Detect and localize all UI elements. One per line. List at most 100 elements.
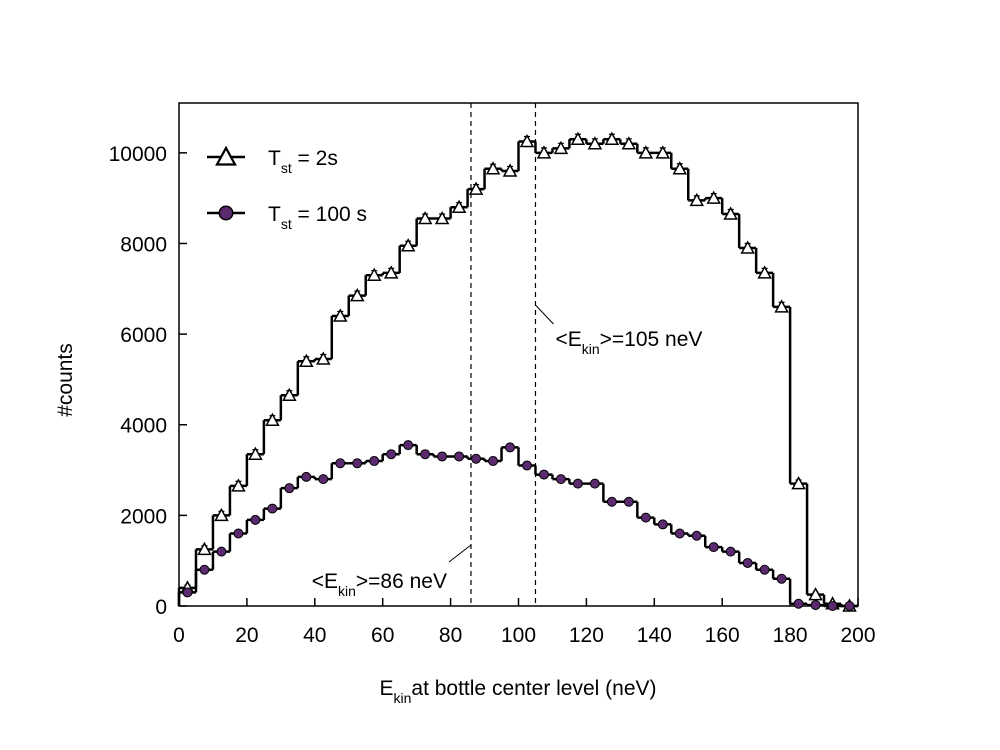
label: Tst = 2s [268,147,338,176]
label-sub: st [281,160,292,176]
x-tick-label: 140 [637,624,672,647]
marker [282,387,297,402]
marker [299,353,314,368]
label-part: = 100 s [292,203,367,226]
marker [757,265,772,279]
label-sub: kin [338,583,356,599]
marker [725,546,736,557]
marker [638,145,654,159]
y-tick-label: 2000 [120,505,167,528]
marker [182,587,193,598]
marker [742,557,753,568]
marker [488,455,499,466]
marker [386,449,397,460]
marker [199,564,210,575]
x-tick-label: 0 [173,624,185,647]
marker [587,136,603,150]
marker [197,541,212,556]
marker [352,458,363,469]
marker [332,308,348,322]
marker [366,267,382,281]
x-tick-label: 160 [705,624,740,647]
marker [810,600,821,611]
label: <Ekin>=86 neV [312,570,447,599]
marker [316,351,331,365]
label-part: <E [555,328,581,351]
marker [759,564,770,575]
marker [674,528,685,539]
marker [808,587,823,601]
marker [284,483,295,494]
marker [708,542,719,553]
marker [572,478,583,489]
marker [218,205,234,221]
marker [214,507,229,522]
marker [505,442,516,453]
leader [535,304,554,325]
marker [420,449,431,460]
x-label-sub: kin [393,690,411,706]
y-tick-label: 4000 [120,415,167,438]
y-axis-label: #counts [54,343,77,417]
marker [791,476,806,490]
x-tick-label: 80 [439,624,462,647]
marker [604,131,620,146]
marker [485,161,501,175]
marker [417,210,433,225]
label-part: >=105 neV [600,328,703,351]
marker [570,131,586,146]
label-sub: kin [582,341,600,357]
marker [400,238,416,252]
x-tick-label: 60 [371,624,394,647]
marker [740,240,755,254]
marker [555,474,566,485]
y-tick-label: 6000 [120,324,167,347]
marker [301,471,312,482]
y-tick-label: 0 [155,596,167,619]
label-part: <E [312,570,338,593]
marker [383,265,399,279]
y-tick-label: 10000 [109,143,167,166]
x-tick-label: 180 [773,624,808,647]
marker [776,573,787,584]
x-label-part: at bottle center level (neV) [411,677,656,700]
marker [369,455,380,466]
x-tick-label: 20 [235,624,258,647]
marker [265,412,280,426]
leader [448,544,472,563]
marker [827,601,838,611]
marker [468,181,484,195]
marker [521,460,532,471]
marker [233,528,244,539]
marker [844,601,855,611]
marker [691,530,702,541]
marker [689,192,705,207]
marker [623,496,634,507]
marker [774,299,789,313]
label-part: = 2s [292,147,338,170]
marker [335,458,346,469]
marker [519,133,535,148]
marker [621,136,637,150]
marker [318,474,329,485]
plot-frame [178,102,859,607]
marker [502,163,518,177]
label-part: T [268,147,281,170]
marker [454,451,465,462]
marker [250,514,261,525]
marker [589,478,600,489]
marker [349,288,365,302]
marker [553,140,569,155]
marker [655,145,671,159]
marker [267,503,278,514]
marker [215,145,237,166]
marker [216,546,227,557]
x-label-part: E [379,677,393,700]
marker [451,199,467,213]
marker [793,598,804,609]
x-tick-label: 120 [569,624,604,647]
marker [657,519,668,530]
marker [640,512,651,523]
marker [536,145,552,159]
marker [606,496,617,507]
